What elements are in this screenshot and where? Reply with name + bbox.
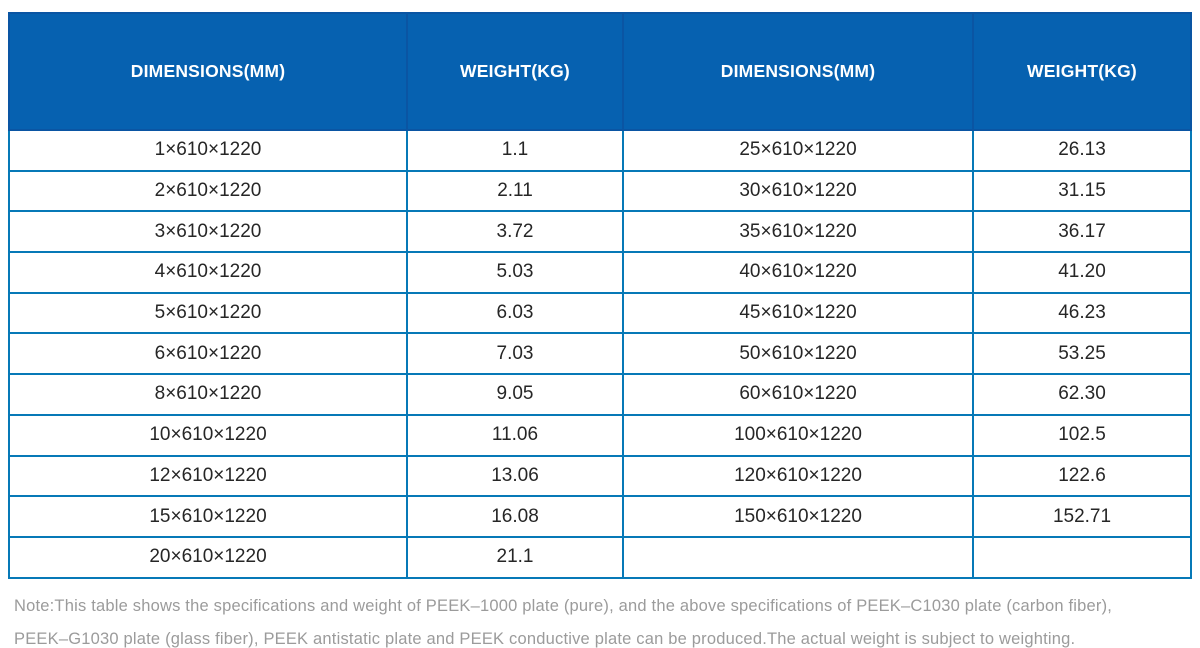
dimension-cell: 4×610×1220 xyxy=(8,251,408,294)
dimension-cell: 150×610×1220 xyxy=(622,495,974,538)
weight-cell: 102.5 xyxy=(972,413,1192,457)
table-header: DIMENSIONS(MM) WEIGHT(KG) DIMENSIONS(MM)… xyxy=(8,12,1192,131)
note-text: Note:This table shows the specifications… xyxy=(8,590,1190,648)
dimension-cell: 1×610×1220 xyxy=(8,129,408,172)
header-weight-left: WEIGHT(KG) xyxy=(406,12,624,131)
dimension-cell xyxy=(622,535,974,579)
weight-cell: 3.72 xyxy=(406,210,624,254)
table-row: 6×610×1220 7.03 50×610×1220 53.25 xyxy=(8,332,1192,376)
dimension-cell: 15×610×1220 xyxy=(8,495,408,538)
weight-cell: 2.11 xyxy=(406,169,624,213)
header-weight-right: WEIGHT(KG) xyxy=(972,12,1192,131)
weight-cell: 6.03 xyxy=(406,291,624,335)
dimension-cell: 30×610×1220 xyxy=(622,169,974,213)
dimension-cell: 60×610×1220 xyxy=(622,373,974,416)
header-dimensions-right: DIMENSIONS(MM) xyxy=(622,12,974,131)
weight-cell: 21.1 xyxy=(406,535,624,579)
dimension-cell: 120×610×1220 xyxy=(622,454,974,498)
weight-cell: 26.13 xyxy=(972,129,1192,172)
dimension-cell: 100×610×1220 xyxy=(622,413,974,457)
dimension-cell: 35×610×1220 xyxy=(622,210,974,254)
weight-cell: 46.23 xyxy=(972,291,1192,335)
dimension-cell: 12×610×1220 xyxy=(8,454,408,498)
table-body: 1×610×1220 1.1 25×610×1220 26.13 2×610×1… xyxy=(8,129,1192,579)
header-dimensions-left: DIMENSIONS(MM) xyxy=(8,12,408,131)
table-row: 8×610×1220 9.05 60×610×1220 62.30 xyxy=(8,373,1192,416)
dimension-cell: 6×610×1220 xyxy=(8,332,408,376)
weight-cell: 7.03 xyxy=(406,332,624,376)
note-line-2: PEEK–G1030 plate (glass fiber), PEEK ant… xyxy=(14,629,1076,648)
weight-cell: 13.06 xyxy=(406,454,624,498)
dimension-cell: 10×610×1220 xyxy=(8,413,408,457)
spec-table: DIMENSIONS(MM) WEIGHT(KG) DIMENSIONS(MM)… xyxy=(8,12,1192,579)
weight-cell: 62.30 xyxy=(972,373,1192,416)
table-row: 3×610×1220 3.72 35×610×1220 36.17 xyxy=(8,210,1192,254)
weight-cell: 31.15 xyxy=(972,169,1192,213)
weight-cell: 41.20 xyxy=(972,251,1192,294)
weight-cell: 16.08 xyxy=(406,495,624,538)
dimension-cell: 3×610×1220 xyxy=(8,210,408,254)
note-line-1: Note:This table shows the specifications… xyxy=(14,596,1113,615)
weight-cell: 1.1 xyxy=(406,129,624,172)
table-row: 4×610×1220 5.03 40×610×1220 41.20 xyxy=(8,251,1192,294)
table-row: 5×610×1220 6.03 45×610×1220 46.23 xyxy=(8,291,1192,335)
weight-cell: 36.17 xyxy=(972,210,1192,254)
table-row: 10×610×1220 11.06 100×610×1220 102.5 xyxy=(8,413,1192,457)
table-row: 20×610×1220 21.1 xyxy=(8,535,1192,579)
weight-cell: 11.06 xyxy=(406,413,624,457)
dimension-cell: 2×610×1220 xyxy=(8,169,408,213)
header-row: DIMENSIONS(MM) WEIGHT(KG) DIMENSIONS(MM)… xyxy=(8,12,1192,131)
weight-cell: 9.05 xyxy=(406,373,624,416)
weight-cell: 5.03 xyxy=(406,251,624,294)
dimension-cell: 5×610×1220 xyxy=(8,291,408,335)
dimension-cell: 8×610×1220 xyxy=(8,373,408,416)
table-row: 15×610×1220 16.08 150×610×1220 152.71 xyxy=(8,495,1192,538)
table-row: 1×610×1220 1.1 25×610×1220 26.13 xyxy=(8,129,1192,172)
weight-cell: 122.6 xyxy=(972,454,1192,498)
weight-cell xyxy=(972,535,1192,579)
table-row: 12×610×1220 13.06 120×610×1220 122.6 xyxy=(8,454,1192,498)
dimension-cell: 45×610×1220 xyxy=(622,291,974,335)
weight-cell: 152.71 xyxy=(972,495,1192,538)
dimension-cell: 50×610×1220 xyxy=(622,332,974,376)
table-row: 2×610×1220 2.11 30×610×1220 31.15 xyxy=(8,169,1192,213)
dimension-cell: 20×610×1220 xyxy=(8,535,408,579)
dimension-cell: 25×610×1220 xyxy=(622,129,974,172)
dimension-cell: 40×610×1220 xyxy=(622,251,974,294)
weight-cell: 53.25 xyxy=(972,332,1192,376)
